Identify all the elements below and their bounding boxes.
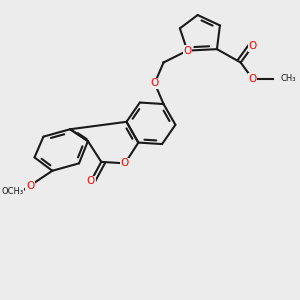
Text: O: O: [151, 78, 159, 88]
Text: O: O: [248, 41, 257, 51]
Text: O: O: [248, 74, 257, 84]
Text: O: O: [26, 181, 34, 190]
Text: OCH₃: OCH₃: [1, 187, 23, 196]
Text: O: O: [87, 176, 95, 186]
Text: CH₃: CH₃: [281, 74, 296, 83]
Text: O: O: [121, 158, 129, 168]
Text: O: O: [183, 46, 191, 56]
